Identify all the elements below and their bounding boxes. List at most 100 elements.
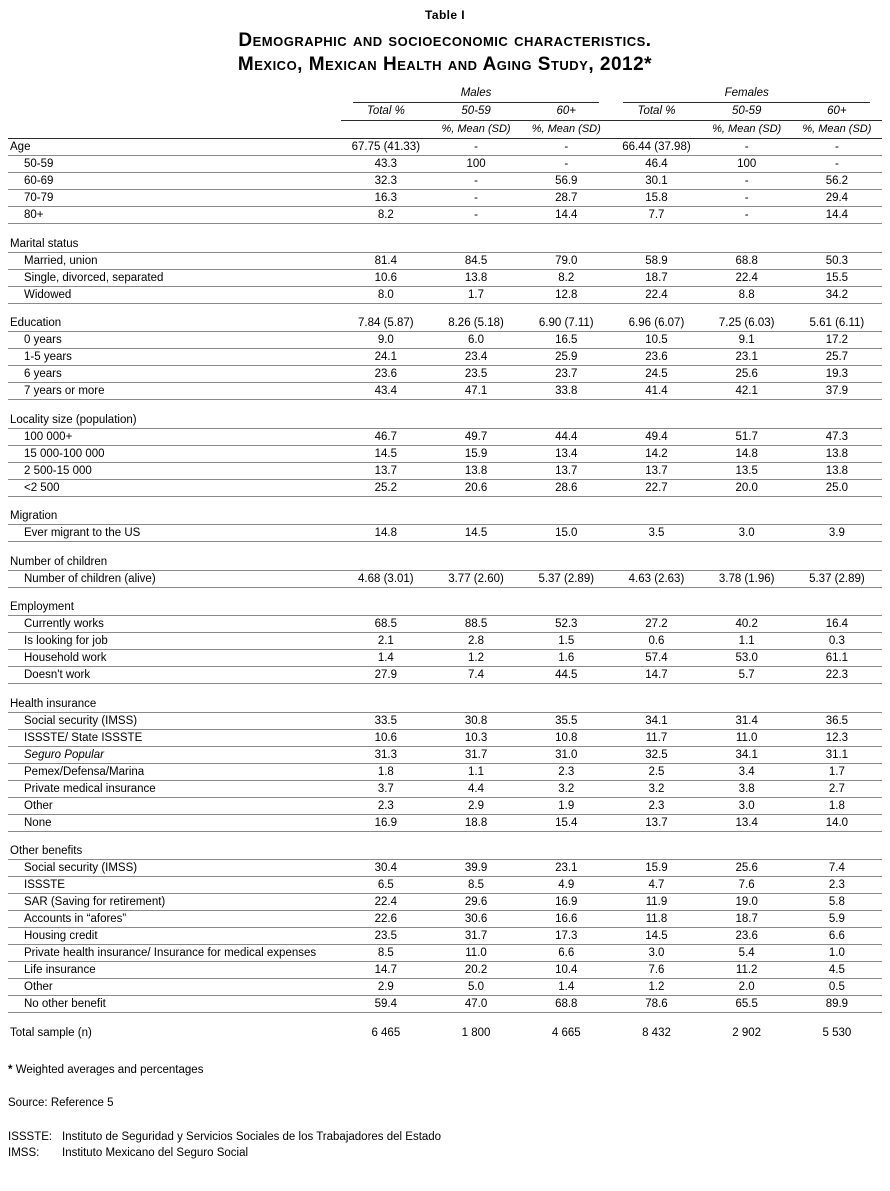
cell-value: 2.9 — [340, 978, 431, 996]
section-row: Total sample (n) 6 465 1 800 4 665 8 432 2 90… — [8, 1025, 882, 1041]
cell-value: 51.7 — [701, 428, 792, 446]
row-label: Doesn't work — [8, 666, 341, 684]
cell-value: 3.8 — [701, 780, 792, 798]
cell-value: 20.0 — [701, 479, 792, 497]
row-label: Is looking for job — [8, 632, 341, 650]
table-row: Household work 1.4 1.2 1.6 57.4 53.0 61.1 — [8, 649, 882, 667]
spacer-row — [8, 224, 882, 236]
cell-value: 32.3 — [340, 172, 431, 190]
cell-value: 14.5 — [340, 445, 431, 463]
cell-value: 23.7 — [521, 365, 612, 383]
cell-value: 66.44 (37.98) — [611, 138, 702, 156]
cell-value: 8.8 — [701, 286, 792, 304]
group-header-row: Males Females — [8, 87, 882, 103]
cell-value: 25.2 — [340, 479, 431, 497]
cell-value: 37.9 — [791, 382, 882, 400]
cell-value: - — [430, 138, 522, 156]
row-label: 2 500-15 000 — [8, 462, 341, 480]
cell-value: 44.4 — [521, 428, 612, 446]
cell-value: - — [701, 206, 792, 224]
cell-value: 16.9 — [340, 814, 431, 832]
cell-value: 4.63 (2.63) — [611, 570, 702, 588]
males-total-col-header: Total % — [340, 103, 431, 121]
paper-table-page: Table I Demographic and socioeconomic ch… — [8, 8, 882, 1161]
cell-value: 31.7 — [430, 746, 522, 764]
cell-value: 5 530 — [822, 1026, 852, 1039]
cell-value: 5.4 — [701, 944, 792, 962]
table-row: Single, divorced, separated 10.6 13.8 8.2 18… — [8, 269, 882, 287]
cell-value: 5.61 (6.11) — [791, 315, 882, 332]
row-label: Number of children (alive) — [8, 570, 341, 588]
row-label: Total sample (n) — [10, 1026, 92, 1039]
cell-value: 22.4 — [611, 286, 702, 304]
cell-value: 22.4 — [340, 893, 431, 911]
spacer-cell — [8, 303, 882, 315]
cell-value — [430, 843, 522, 860]
cell-value: 1.6 — [521, 649, 612, 667]
table-row: 1-5 years 24.1 23.4 25.9 23.6 23.1 25.7 — [8, 348, 882, 366]
row-label: 80+ — [8, 206, 341, 224]
row-label: Other — [8, 797, 341, 815]
males-60-plus-col-header: 60+ — [521, 103, 612, 121]
cell-value: 3.0 — [701, 524, 792, 542]
cell-value: 2 902 — [732, 1026, 762, 1039]
cell-value: 2.8 — [430, 632, 522, 650]
table-row: 7 years or more 43.4 47.1 33.8 41.4 42.1 37.9 — [8, 382, 882, 400]
cell-value: 11.7 — [611, 729, 702, 747]
asterisk-marker: * — [8, 1063, 13, 1076]
row-label: <2 500 — [8, 479, 341, 497]
cell-value — [611, 843, 702, 860]
section-row: Locality size (population) — [8, 411, 882, 429]
table-row: Seguro Popular 31.3 31.7 31.0 32.5 34.1 31.1 — [8, 746, 882, 764]
cell-value: 2.9 — [430, 797, 522, 815]
cell-value — [521, 411, 612, 429]
row-label: Ever migrant to the US — [8, 524, 341, 542]
cell-value: 7.6 — [611, 961, 702, 979]
cell-value — [521, 843, 612, 860]
cell-value: 22.6 — [340, 910, 431, 928]
cell-value: 2.3 — [791, 876, 882, 894]
cell-value — [521, 553, 612, 571]
row-label: Accounts in “afores” — [8, 910, 341, 928]
row-label: Currently works — [8, 615, 341, 633]
row-label: Education — [8, 315, 341, 332]
cell-value: 7.4 — [430, 666, 522, 684]
cell-value: 30.1 — [611, 172, 702, 190]
cell-value: 23.5 — [430, 365, 522, 383]
cell-value: 8.2 — [340, 206, 431, 224]
section-row: Other benefits — [8, 843, 882, 860]
cell-value: 3.2 — [611, 780, 702, 798]
cell-value — [340, 411, 431, 429]
males-group-header: Males — [341, 87, 612, 103]
subheader-row: %, Mean (SD) %, Mean (SD) %, Mean (SD) %… — [8, 120, 882, 139]
cell-value: 43.4 — [340, 382, 431, 400]
table-row: 50-59 43.3 100-46.4 100- — [8, 155, 882, 173]
mean-sd-header: %, Mean (SD) — [430, 120, 522, 139]
cell-value: 28.7 — [521, 189, 612, 207]
cell-value: 11.0 — [430, 944, 522, 962]
table-row: Married, union 81.4 84.5 79.0 58.9 68.8 50.3 — [8, 252, 882, 270]
cell-value: 3.78 (1.96) — [701, 570, 792, 588]
cell-value: 14.4 — [791, 206, 882, 224]
cell-value: 3.9 — [791, 524, 882, 542]
cell-value — [611, 553, 702, 571]
cell-value: 32.5 — [611, 746, 702, 764]
cell-value: 5.7 — [701, 666, 792, 684]
cell-value: 1.2 — [430, 649, 522, 667]
cell-value: 68.8 — [521, 995, 612, 1013]
spacer-row — [8, 684, 882, 696]
cell-value: 46.7 — [340, 428, 431, 446]
section-row: Age 67.75 (41.33) - -66.44 (37.98) - - — [8, 138, 882, 156]
cell-value: 6.90 (7.11) — [521, 315, 612, 332]
cell-value: 8 432 — [642, 1026, 671, 1039]
females-50-59-col-header: 50-59 — [701, 103, 792, 121]
cell-value: - — [430, 206, 522, 224]
cell-value: 13.7 — [340, 462, 431, 480]
row-label: Age — [8, 138, 341, 156]
cell-value: 23.6 — [701, 927, 792, 945]
cell-value: 10.3 — [430, 729, 522, 747]
cell-value — [701, 553, 792, 571]
cell-value: 3.0 — [611, 944, 702, 962]
cell-value — [340, 695, 431, 713]
cell-value: 14.8 — [701, 445, 792, 463]
